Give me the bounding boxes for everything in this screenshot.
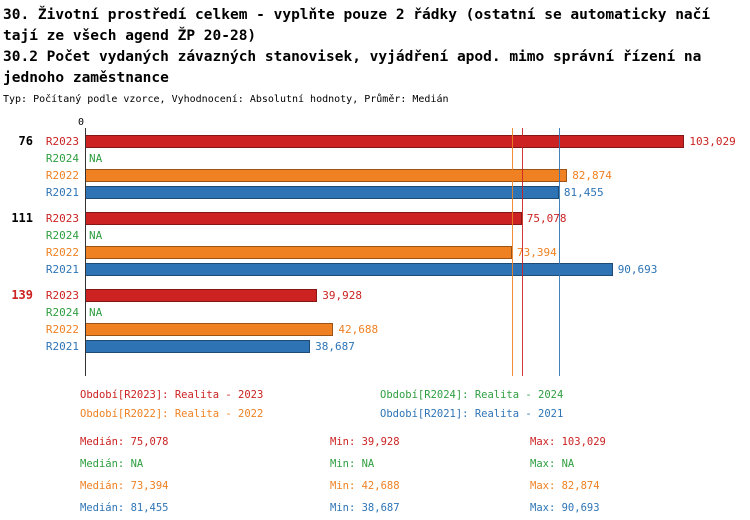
series-label-r2021: R2021 [45, 263, 79, 276]
stat-median-r2021: Medián: 81,455 [80, 502, 169, 514]
chart-title-line-2: tají ze všech agend ŽP 20-28) [3, 28, 257, 44]
bar-r2023 [85, 135, 685, 148]
chart-legend: Období[R2023]: Realita - 2023 Období[R202… [80, 389, 750, 421]
bar-row: R2022 73,394 [46, 244, 725, 261]
stat-min-r2021: Min: 38,687 [330, 502, 400, 514]
bar-value-label: 103,029 [689, 135, 736, 148]
stat-max-r2024: Max: NA [530, 458, 575, 470]
chart-subtitle-line-1: 30.2 Počet vydaných závazných stanovisek… [3, 49, 702, 65]
bar-row: R2022 82,874 [46, 167, 725, 184]
series-label-r2023: R2023 [45, 135, 79, 148]
na-value-label: NA [89, 229, 103, 242]
bar-row: R2022 42,688 [46, 321, 725, 338]
stat-min-r2023: Min: 39,928 [330, 436, 400, 448]
median-line-r2023 [521, 128, 523, 376]
series-label-r2023: R2023 [45, 289, 79, 302]
series-label-r2023: R2023 [45, 212, 79, 225]
bar-value-label: 42,688 [338, 323, 379, 336]
bar-group: 111 R2023 75,078 R2024 NA R2022 73,394 R2021 90,… [11, 210, 725, 278]
bar-row: R2024 NA [46, 304, 725, 321]
bar-r2021 [85, 263, 613, 276]
bar-value-label: 73,394 [517, 246, 557, 259]
series-label-r2022: R2022 [45, 246, 79, 259]
series-label-r2021: R2021 [45, 340, 79, 353]
group-row-count-label: 111 [11, 211, 33, 225]
bar-value-label: 39,928 [322, 289, 363, 302]
x-axis-tick-zero: 0 [78, 117, 85, 128]
legend-item-r2022: Období[R2022]: Realita - 2022 [80, 408, 264, 420]
median-line-r2022 [512, 128, 513, 376]
bar-row: R2021 38,687 [46, 338, 725, 355]
chart-title-line-1: 30. Životní prostředí celkem - vyplňte p… [3, 7, 711, 23]
stat-max-r2021: Max: 90,693 [530, 502, 600, 514]
group-row-count-label: 76 [18, 134, 33, 148]
chart-subtitle-line-2: jednoho zaměstnance [3, 70, 169, 86]
bar-row: R2023 75,078 [46, 210, 725, 227]
bar-group: 76 R2023 103,029 R2024 NA R2022 82,874 R2021 81,… [19, 133, 736, 201]
bar-value-label: 82,874 [572, 169, 612, 182]
series-label-r2024: R2024 [45, 152, 79, 165]
bar-group: 139 R2023 39,928 R2024 NA R2022 42,688 R2021 38,… [11, 287, 725, 355]
bar-r2021 [85, 340, 311, 353]
chart-meta-info: Typ: Počítaný podle vzorce, Vyhodnocení:… [3, 94, 449, 105]
series-label-r2022: R2022 [45, 323, 79, 336]
bar-value-label: 75,078 [526, 212, 567, 225]
y-axis-line [85, 128, 86, 376]
bar-row: R2023 39,928 [46, 287, 725, 304]
legend-item-r2024: Období[R2024]: Realita - 2024 [380, 389, 564, 401]
stat-max-r2023: Max: 103,029 [530, 436, 606, 448]
stat-max-r2022: Max: 82,874 [530, 480, 600, 492]
chart-header: 30. Životní prostředí celkem - vyplňte p… [0, 0, 750, 107]
bar-r2023 [85, 289, 318, 302]
bar-r2023 [85, 212, 522, 225]
bar-r2022 [85, 323, 334, 336]
bar-row: R2024 NA [46, 150, 725, 167]
series-label-r2024: R2024 [45, 306, 79, 319]
bar-row: R2021 90,693 [46, 261, 725, 278]
chart-plot-area: 76 R2023 103,029 R2024 NA R2022 82,874 R2021 81,… [11, 128, 736, 376]
stat-median-r2024: Medián: NA [80, 458, 144, 470]
na-value-label: NA [89, 152, 103, 165]
legend-item-r2021: Období[R2021]: Realita - 2021 [380, 408, 564, 420]
chart-statistics: Medián: 75,078 Min: 39,928 Max: 103,029 Med… [80, 435, 750, 515]
stat-min-r2022: Min: 42,688 [330, 480, 400, 492]
median-line-r2021 [558, 128, 560, 376]
bar-value-label: 81,455 [563, 186, 604, 199]
stat-min-r2024: Min: NA [330, 458, 375, 470]
group-row-count-label: 139 [11, 288, 33, 302]
bar-groups-container: 76 R2023 103,029 R2024 NA R2022 82,874 R2021 81,… [11, 133, 736, 355]
bar-r2022 [85, 246, 512, 259]
horizontal-bar-chart: 0 76 R2023 103,029 R2024 NA R2022 82,874 R2021 8… [0, 117, 750, 376]
bar-row: R2021 81,455 [46, 184, 725, 201]
series-label-r2021: R2021 [45, 186, 79, 199]
stat-median-r2022: Medián: 73,394 [80, 480, 169, 492]
bar-row: R2023 103,029 [46, 133, 736, 150]
na-value-label: NA [89, 306, 103, 319]
bar-r2021 [85, 186, 559, 199]
bar-r2022 [85, 169, 568, 182]
bar-value-label: 38,687 [315, 340, 355, 353]
bar-row: R2024 NA [46, 227, 725, 244]
stat-median-r2023: Medián: 75,078 [80, 436, 169, 448]
legend-item-r2023: Období[R2023]: Realita - 2023 [80, 389, 264, 401]
bar-value-label: 90,693 [617, 263, 658, 276]
series-label-r2022: R2022 [45, 169, 79, 182]
series-label-r2024: R2024 [45, 229, 79, 242]
